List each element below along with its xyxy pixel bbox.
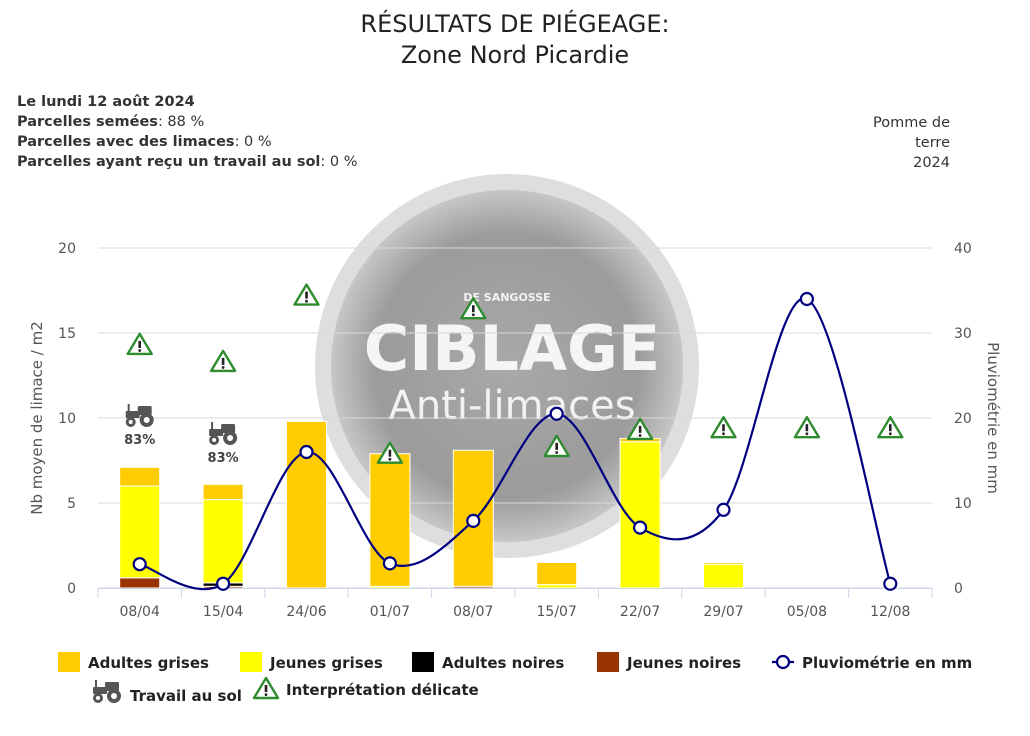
rain-line [132,291,898,591]
info-sown-label: Parcelles semées [17,114,158,130]
watermark-brand: DE SANGOSSE [463,291,550,304]
y-left-tick-label: 5 [67,496,76,512]
crop-line2: terre [915,135,950,151]
x-tick-label: 29/07 [703,604,743,620]
x-tick-label: 22/07 [620,604,660,620]
bars [119,420,745,589]
rain-point [883,576,898,591]
watermark-line1: CIBLAGE [364,312,661,385]
interpretation-delicate-icon [126,332,153,356]
info-block: Le lundi 12 août 2024 Parcelles semées: … [17,92,358,172]
bar-jeunes-grises [536,584,578,589]
tractor-icon [125,404,154,427]
y-left-tick-label: 10 [58,411,76,427]
info-sown-value: : 88 % [157,114,205,130]
rain-point [799,291,815,307]
interpretation-delicate-icon [877,416,904,439]
x-tick-label: 15/07 [537,604,577,620]
crop-line1: Pomme de [872,115,950,131]
legend-label: Jeunes grises [269,654,383,672]
y-axis-left: 0 5 10 15 20 [58,241,76,597]
crop-label: Pomme de terre 2024 [830,113,950,173]
interpretation-delicate-icon [793,416,821,439]
x-tick-label: 01/07 [370,604,410,620]
rain-point [299,444,314,460]
info-slugs-value: : 0 % [234,134,272,150]
info-slugs-label: Parcelles avec des limaces [17,134,235,150]
x-axis: 08/04 15/04 24/06 01/07 08/07 15/07 22/07 29/07… [97,588,933,620]
legend-tractor-icon [93,680,121,703]
x-tick-label: 24/06 [286,604,326,620]
legend-swatch [412,652,434,672]
rain-point [632,520,648,535]
rain-point [382,556,397,571]
bar-jeunes-grises [702,563,745,589]
x-tick-label: 15/04 [203,604,243,620]
y-right-tick-label: 40 [954,241,972,257]
y-right-tick-label: 0 [954,581,963,597]
rain-point [216,576,231,591]
y-right-tick-label: 20 [954,411,972,427]
x-tick-label: 05/08 [787,604,827,620]
rain-point [132,557,147,572]
legend-label: Travail au sol [130,687,242,705]
rain-point [716,502,731,517]
x-tick-label: 12/08 [870,604,910,620]
legend-label: Jeunes noires [626,654,741,672]
y-right-tick-label: 10 [954,496,972,512]
legend-swatch [597,652,619,672]
legend-warning-icon [252,676,280,700]
legend-line-marker [775,654,791,670]
y-right-tick-label: 30 [954,326,972,342]
info-soilwork-label: Parcelles ayant reçu un travail au sol [17,154,321,170]
bar-jeunes-grises [202,499,244,584]
legend-label: Pluviométrie en mm [802,654,972,672]
legend-label: Interprétation délicate [286,681,479,699]
chart-title-line1: RÉSULTATS DE PIÉGEAGE: [360,10,670,38]
bar-adultes-grises [202,483,244,501]
interpretation-delicate-icon [209,349,237,373]
bar-adultes-grises [702,562,745,565]
legend: Adultes grises Jeunes grises Adultes noire… [58,652,972,705]
legend-swatch [240,652,262,672]
y-axis-left-label: Nb moyen de limace / m2 [28,321,46,515]
info-soilwork-value: : 0 % [320,154,358,170]
rain-point [466,513,481,528]
y-axis-right-label: Pluviométrie en mm [984,342,1002,494]
rain-point [549,406,564,421]
legend-swatch [58,652,80,672]
y-left-tick-label: 15 [58,326,76,342]
crop-line3: 2024 [913,155,950,171]
legend-label: Adultes grises [88,654,209,672]
y-left-tick-label: 0 [67,581,76,597]
info-date: Le lundi 12 août 2024 [17,94,195,110]
x-tick-label: 08/07 [453,604,493,620]
interpretation-delicate-icon [293,283,320,306]
tractor-icon [209,422,238,445]
watermark: DE SANGOSSE CIBLAGE Anti-limaces [315,174,699,558]
chart-title-line2: Zone Nord Picardie [400,41,630,69]
watermark-line2: Anti-limaces [388,383,635,429]
x-tick-label: 08/04 [120,604,160,620]
interpretation-delicate-icon [710,416,737,439]
legend-label: Adultes noires [442,654,564,672]
bar-adultes-grises [536,562,578,586]
travail-au-sol-value: 83% [124,433,155,448]
travail-au-sol-markers: 83% 83% [124,404,239,466]
bar-adultes-grises [119,466,161,487]
y-axis-right: 0 10 20 30 40 [954,241,972,597]
travail-au-sol-value: 83% [208,451,239,466]
y-left-tick-label: 20 [58,241,76,257]
rain-line-path [139,297,892,591]
bar-jeunes-noires [119,577,161,589]
